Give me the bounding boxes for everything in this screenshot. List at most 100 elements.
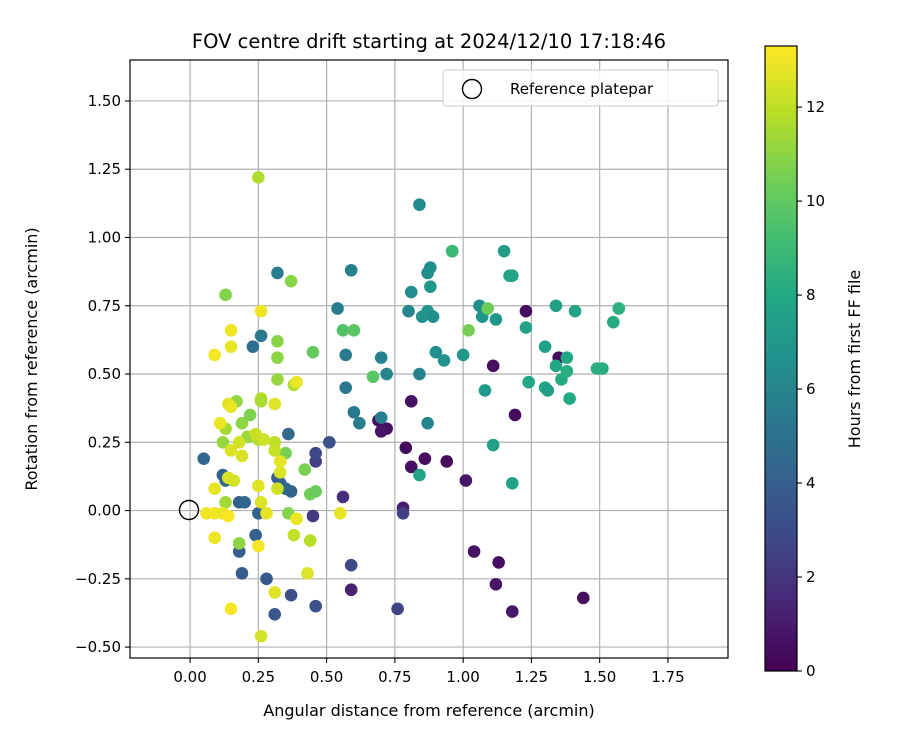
data-point [254, 629, 268, 643]
y-tick-label: 1.00 [88, 228, 121, 246]
x-tick-label: 1.00 [446, 668, 479, 686]
data-point [426, 310, 440, 323]
data-point [404, 395, 418, 408]
y-tick-label: −0.25 [75, 570, 121, 588]
data-point [467, 545, 481, 558]
data-point [549, 299, 563, 313]
data-point [224, 324, 238, 337]
x-tick-label: 1.25 [515, 668, 548, 686]
x-tick-label: 0.00 [173, 668, 206, 686]
data-point [374, 425, 388, 438]
data-point [344, 558, 358, 572]
data-point [404, 285, 418, 299]
data-point [347, 405, 361, 419]
data-point [437, 354, 451, 367]
data-point [224, 400, 238, 414]
data-point [596, 362, 609, 375]
data-point [301, 567, 314, 580]
data-point [216, 435, 230, 449]
data-point [284, 588, 298, 602]
data-point [271, 482, 284, 496]
data-point [576, 591, 590, 605]
data-point [549, 359, 563, 373]
data-point [309, 446, 322, 460]
colorbar-frame [764, 45, 798, 672]
data-point [254, 496, 268, 509]
data-point [284, 485, 298, 498]
data-point [481, 302, 495, 315]
data-point [298, 463, 312, 476]
plot-frame [129, 59, 729, 659]
data-point [224, 602, 238, 616]
data-point [208, 348, 221, 362]
data-point [284, 274, 298, 288]
data-point [424, 280, 437, 293]
data-point [271, 373, 284, 386]
colorbar: 0 2 4 6 8 10 12 Hours from first FF file [764, 45, 864, 680]
data-point [421, 416, 434, 430]
data-point [232, 435, 246, 449]
data-point [232, 537, 246, 550]
data-point [243, 408, 257, 422]
data-point [235, 567, 249, 580]
data-point [224, 444, 238, 457]
data-point [222, 509, 235, 523]
data-point [249, 427, 262, 441]
data-point [271, 351, 284, 364]
colorbar-tick-label: 2 [806, 568, 816, 586]
data-point [402, 304, 415, 318]
data-point [235, 449, 249, 463]
x-tick-label: 1.50 [583, 668, 616, 686]
x-axis-ticks: 0.00 0.25 0.50 0.75 1.00 1.25 1.50 1.75 [173, 658, 685, 686]
data-point [197, 452, 211, 465]
data-point [254, 395, 268, 408]
data-point [522, 375, 535, 389]
chart-title: FOV centre drift starting at 2024/12/10 … [192, 30, 666, 53]
data-point [413, 367, 426, 381]
data-point [353, 416, 366, 430]
data-point [254, 329, 268, 343]
data-point [238, 496, 251, 509]
data-point [413, 198, 426, 212]
data-point [333, 506, 347, 520]
data-point [290, 512, 303, 526]
data-point [486, 359, 500, 373]
data-point [505, 269, 519, 283]
data-point [309, 599, 322, 613]
data-point [287, 528, 301, 542]
colorbar-tick-label: 10 [806, 192, 825, 210]
data-point [331, 302, 344, 315]
data-point [391, 602, 404, 616]
y-tick-label: 0.50 [88, 365, 121, 383]
data-point [252, 539, 265, 553]
data-point [560, 351, 574, 364]
data-point [268, 444, 282, 457]
data-point [497, 244, 511, 258]
colorbar-label: Hours from first FF file [845, 270, 864, 449]
data-point [418, 452, 432, 465]
y-axis-ticks: −0.50 −0.25 0.00 0.25 0.50 0.75 1.00 1.25 1.50 [75, 92, 130, 656]
data-point [374, 411, 388, 425]
data-point [336, 324, 350, 337]
data-point [424, 261, 437, 274]
data-point [505, 605, 519, 618]
x-tick-label: 0.75 [378, 668, 411, 686]
data-point [268, 608, 282, 621]
colorbar-tick-label: 6 [806, 380, 816, 398]
data-point [252, 171, 265, 184]
data-point [219, 288, 232, 302]
x-tick-label: 0.25 [242, 668, 275, 686]
data-point [208, 531, 221, 545]
data-point [563, 392, 576, 405]
data-point [271, 266, 284, 280]
y-tick-label: 1.25 [88, 160, 121, 178]
data-point [339, 381, 353, 394]
data-point [440, 455, 454, 468]
data-point [429, 345, 443, 359]
data-point [323, 435, 336, 449]
data-point [252, 479, 265, 493]
data-point [271, 334, 284, 348]
data-point [303, 534, 317, 547]
data-point [213, 416, 227, 430]
